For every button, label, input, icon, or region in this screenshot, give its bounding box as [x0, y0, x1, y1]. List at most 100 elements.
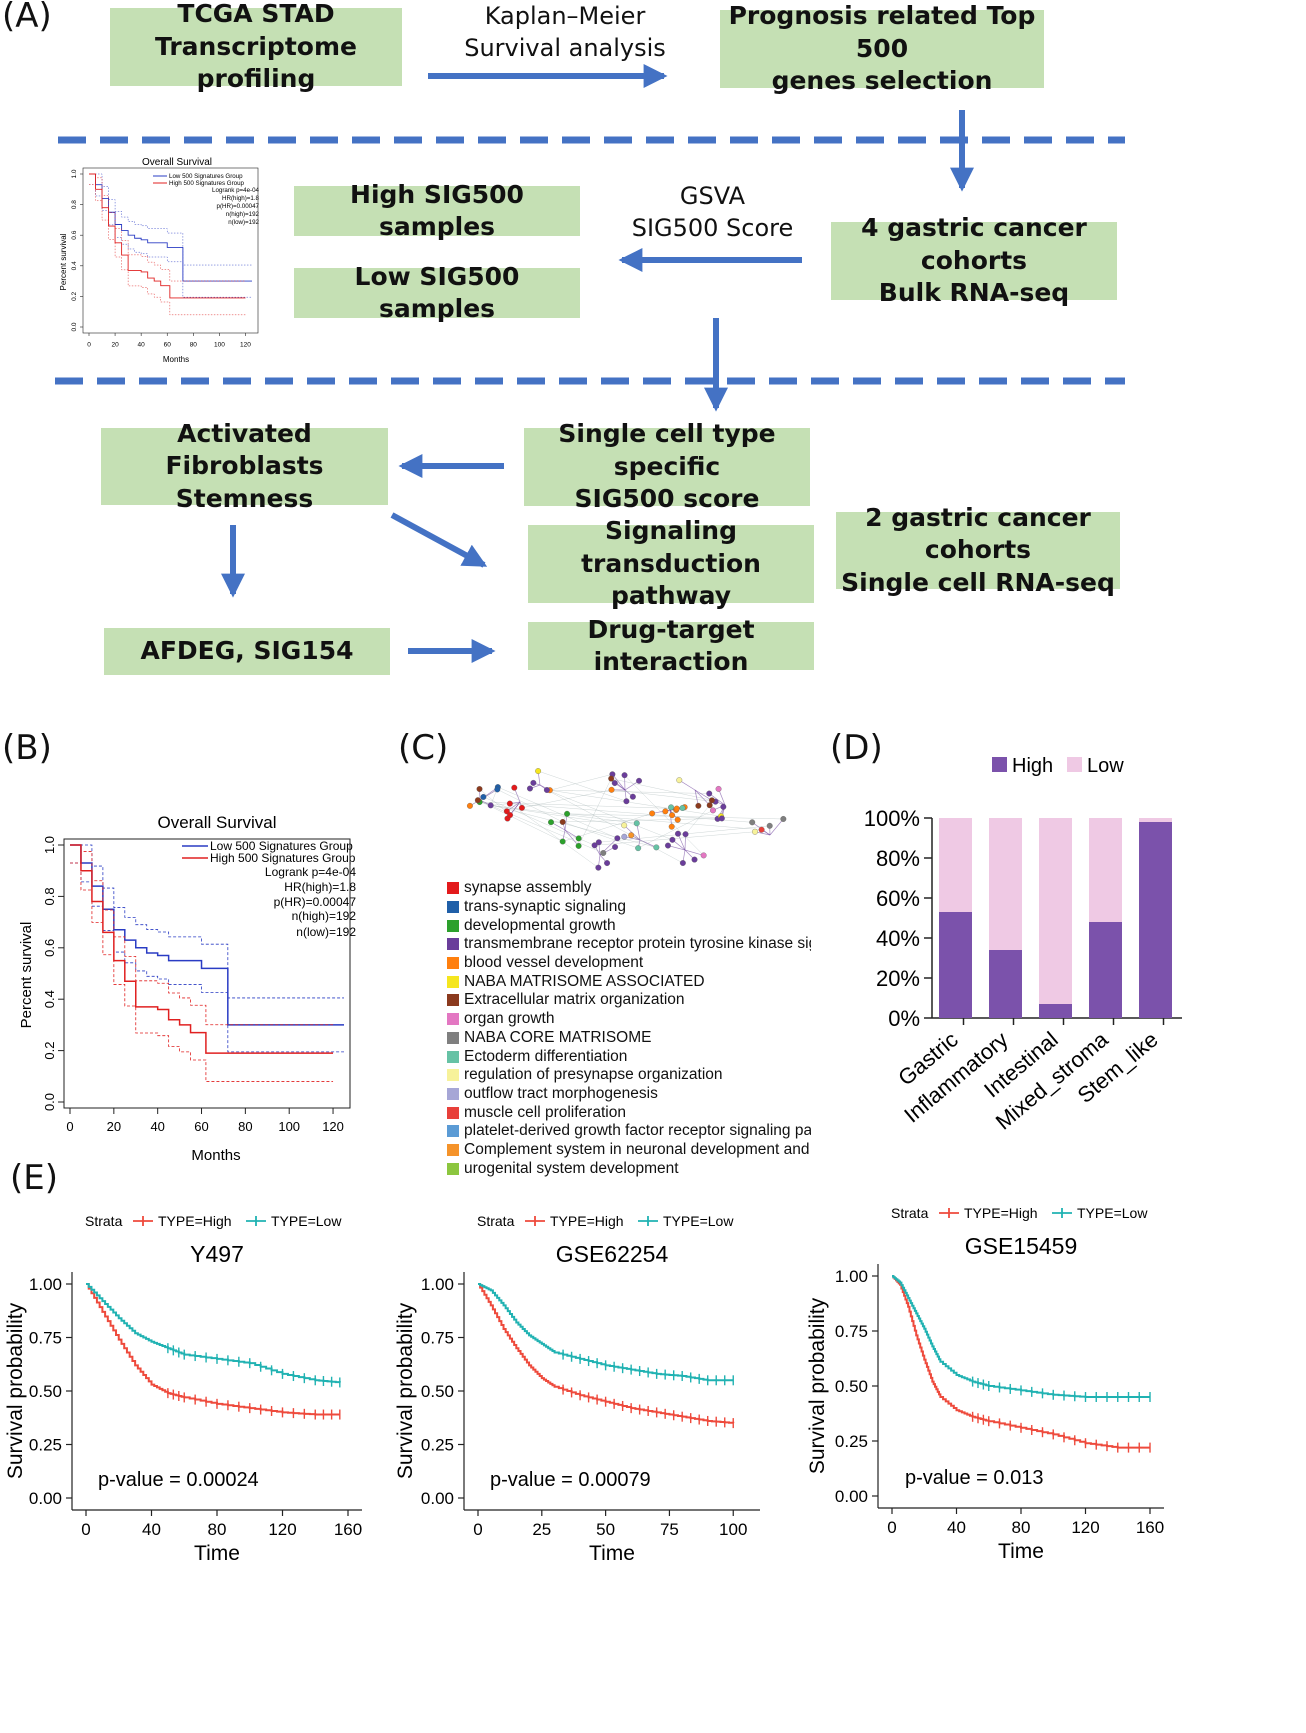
inset-ylabel: Percent survival [59, 233, 68, 290]
inset-ytick-label: 0.8 [71, 200, 78, 209]
km-b-ytick-label: 0.6 [42, 939, 57, 957]
km-legend-label: TYPE=High [158, 1213, 232, 1229]
inset-ytick-label: 0.0 [71, 322, 78, 331]
network-node [700, 852, 707, 859]
network-node [668, 804, 675, 811]
km-ytick-label: 1.00 [835, 1267, 868, 1286]
bar-high-intestinal [1039, 1004, 1072, 1018]
network-node [649, 810, 656, 817]
km-plot-gse62254: Strata TYPE=High TYPE=Low GSE62254 0.00 0.25 0… [394, 1213, 760, 1565]
flow-box-fibro: Activated Fibroblasts Stemness [101, 419, 388, 513]
network-legend-item: developmental growth [447, 916, 811, 935]
stacked-bar-chart: High Low0%20%40%60%80%100%GastricInflamma… [864, 755, 1182, 1135]
network-node [662, 808, 669, 815]
network-node [474, 797, 481, 804]
network-edge [578, 778, 612, 847]
network-node [718, 815, 725, 822]
legend-label: outflow tract morphogenesis [464, 1084, 658, 1102]
km-xtick-label: 75 [660, 1520, 679, 1539]
bar-low-mixed_stroma [1089, 818, 1122, 922]
bar-ytick-label: 80% [876, 846, 920, 871]
network-edge [679, 779, 696, 791]
km-xtick-label: 40 [947, 1518, 966, 1537]
network-edge [611, 789, 716, 802]
network-node [559, 819, 566, 825]
network-node [679, 805, 686, 811]
bar-low-stem_like [1139, 818, 1172, 822]
bar-high-stem_like [1139, 822, 1172, 1018]
km-xtick-label: 80 [208, 1520, 227, 1539]
inset-stat-4: n(low)=192 [228, 219, 259, 226]
inset-xtick-label: 100 [214, 342, 225, 349]
network-node [511, 784, 518, 791]
panel-label-d: (D) [830, 728, 883, 768]
enrichment-network [466, 768, 787, 871]
km-pvalue: p-value = 0.00079 [490, 1469, 651, 1491]
network-edge [694, 789, 713, 801]
inset-curve-0 [89, 173, 252, 282]
inset-km-plot: Overall Survival Low 500 Signatures Grou… [59, 157, 260, 364]
network-edge [769, 818, 784, 836]
km-legend-label: TYPE=High [550, 1213, 624, 1229]
legend-swatch [447, 882, 459, 895]
network-edge [694, 789, 710, 806]
network-node [653, 844, 660, 851]
km-b-xtick-label: 100 [278, 1119, 300, 1134]
network-edge [564, 829, 579, 847]
legend-label: platelet-derived growth factor receptor … [464, 1122, 811, 1140]
km-xtick-label: 120 [268, 1520, 296, 1539]
network-edge [497, 786, 618, 839]
network-node [710, 807, 716, 814]
network-edge [549, 774, 613, 791]
km-b-xtick-label: 120 [322, 1119, 344, 1134]
network-node [575, 835, 582, 842]
network-node [749, 819, 756, 826]
arrow-to-signal [390, 512, 488, 568]
network-legend-item: trans-synaptic signaling [447, 898, 811, 917]
km-ytick-label: 0.00 [421, 1489, 454, 1508]
inset-legend: Low 500 Signatures Group High 500 Signat… [153, 173, 260, 226]
network-node [564, 810, 571, 817]
panel-label-a: (A) [2, 0, 52, 36]
inset-ytick-label: 0.2 [71, 292, 78, 301]
km-xtick-label: 25 [532, 1520, 551, 1539]
legend-swatch [447, 919, 459, 932]
network-node [695, 802, 702, 809]
network-node [766, 822, 773, 829]
inset-stat-3: n(high)=192 [226, 211, 260, 218]
km-ytick-label: 0.25 [835, 1432, 868, 1451]
network-edge [477, 800, 604, 854]
network-node [527, 785, 533, 792]
inset-frame [82, 167, 259, 334]
network-edge [521, 789, 612, 809]
inset-xtick-label: 80 [190, 342, 198, 349]
network-node [682, 831, 689, 838]
inset-ci-upper-1 [89, 173, 246, 282]
km-xtick-label: 100 [719, 1520, 747, 1539]
network-edge [490, 805, 625, 826]
bar-high-inflammatory [989, 950, 1022, 1018]
km-b-xlabel: Months [191, 1147, 240, 1164]
km-b-stat-0: Logrank p=4e-04 [265, 865, 356, 879]
km-legend-title: Strata [85, 1213, 123, 1229]
network-node [608, 775, 615, 782]
network-edge [567, 813, 762, 830]
inset-xtick-label: 120 [240, 342, 251, 349]
network-node [530, 779, 537, 786]
legend-swatch [447, 938, 459, 951]
km-b-curve-1 [70, 844, 334, 1054]
network-node [706, 802, 713, 809]
inset-xtick-label: 60 [164, 342, 172, 349]
km-b-xtick-label: 60 [194, 1119, 208, 1134]
km-ytick-label: 0.75 [835, 1322, 868, 1341]
network-node [706, 790, 713, 797]
bar-low-gastric [939, 818, 972, 912]
network-node [758, 826, 765, 833]
inset-ytick-label: 1.0 [71, 169, 78, 178]
network-node [623, 798, 630, 805]
km-curve-0 [478, 1283, 735, 1424]
km-title: GSE15459 [965, 1233, 1078, 1259]
km-b-ytick-label: 1.0 [42, 836, 57, 854]
network-node [507, 812, 514, 819]
network-node [673, 805, 680, 812]
